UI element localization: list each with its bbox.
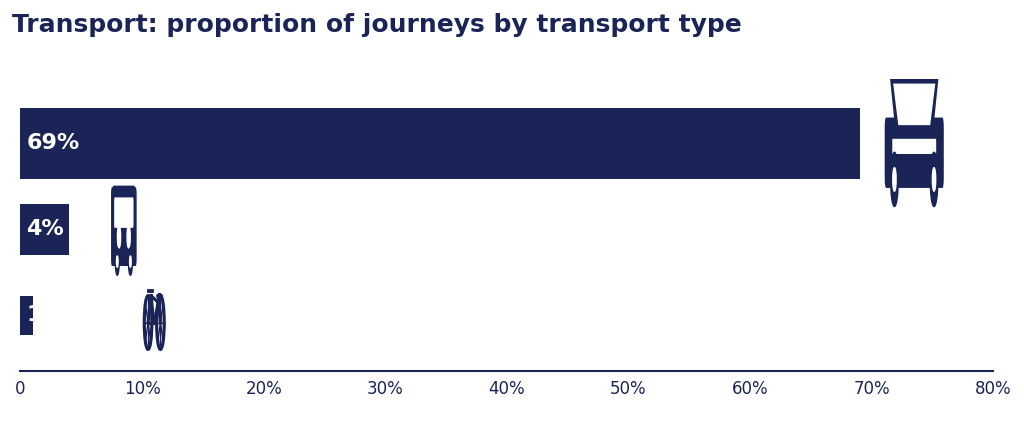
FancyBboxPatch shape — [885, 118, 944, 188]
FancyBboxPatch shape — [113, 186, 135, 202]
Text: Transport: proportion of journeys by transport type: Transport: proportion of journeys by tra… — [12, 13, 742, 37]
Text: 4%: 4% — [27, 219, 65, 239]
Polygon shape — [890, 78, 939, 128]
Circle shape — [891, 152, 898, 207]
FancyBboxPatch shape — [892, 139, 936, 154]
Circle shape — [116, 248, 119, 275]
FancyBboxPatch shape — [111, 187, 136, 266]
Text: 69%: 69% — [27, 133, 80, 153]
Circle shape — [127, 225, 130, 248]
Circle shape — [893, 168, 896, 191]
Circle shape — [117, 256, 118, 267]
Circle shape — [128, 248, 132, 275]
Bar — [20, 204, 70, 255]
Circle shape — [933, 168, 936, 191]
Circle shape — [930, 152, 938, 207]
FancyBboxPatch shape — [114, 198, 133, 228]
Bar — [20, 296, 33, 335]
Circle shape — [130, 256, 131, 267]
Polygon shape — [893, 83, 935, 125]
Text: 1%: 1% — [27, 305, 65, 326]
Circle shape — [118, 225, 121, 248]
Bar — [20, 108, 859, 179]
